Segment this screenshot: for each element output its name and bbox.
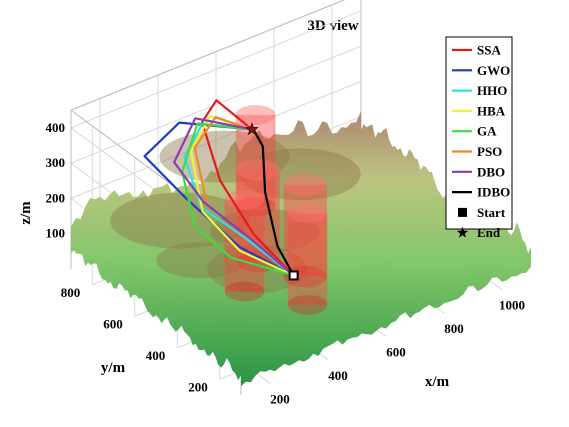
legend-label-end: End bbox=[477, 225, 501, 240]
y-tick-label: 600 bbox=[103, 316, 123, 331]
tick-labels: 200 400 600 800 1000 200 400 600 800 100 200 300 400 bbox=[46, 120, 526, 406]
obstacle-cylinder bbox=[287, 213, 328, 305]
z-axis-label: z/m bbox=[18, 201, 34, 225]
z-tick-label: 300 bbox=[46, 155, 66, 170]
legend-label-hho: HHO bbox=[477, 83, 507, 98]
obstacle-base bbox=[235, 196, 276, 217]
chart-title: 3D view bbox=[307, 18, 358, 34]
legend-label-ssa: SSA bbox=[477, 43, 501, 58]
x-tick-label: 200 bbox=[270, 391, 290, 406]
y-axis-label: y/m bbox=[101, 360, 126, 376]
obstacle-base bbox=[224, 281, 265, 302]
y-tick-label: 200 bbox=[188, 379, 208, 394]
x-tick-label: 400 bbox=[328, 368, 348, 383]
x-tick-label: 600 bbox=[386, 345, 406, 360]
legend-items: SSA GWO HHO HBA GA PSO DBO IDBO Start End bbox=[452, 43, 510, 240]
terrain-hill bbox=[110, 192, 251, 249]
x-tick-label: 1000 bbox=[499, 298, 525, 313]
legend: SSA GWO HHO HBA GA PSO DBO IDBO Start End bbox=[445, 36, 513, 240]
obstacle-top bbox=[224, 189, 265, 210]
legend-label-hba: HBA bbox=[477, 103, 506, 118]
obstacle-top bbox=[235, 104, 276, 125]
legend-label-gwo: GWO bbox=[477, 63, 510, 78]
obstacle-base bbox=[287, 295, 328, 315]
z-tick-label: 400 bbox=[46, 120, 66, 135]
path-dbo bbox=[173, 117, 295, 277]
obstacle-top bbox=[287, 203, 328, 224]
terrain-hill bbox=[210, 209, 321, 254]
legend-label-dbo: DBO bbox=[477, 164, 505, 179]
path-ssa bbox=[201, 99, 295, 277]
x-tick-label: 800 bbox=[444, 321, 464, 336]
obstacle-cylinders bbox=[224, 104, 328, 315]
obstacle-top bbox=[236, 159, 280, 181]
obstacle-cylinder bbox=[283, 184, 327, 277]
z-tick-label: 200 bbox=[46, 190, 66, 205]
path-ga bbox=[181, 122, 294, 277]
box-edge bbox=[70, 0, 346, 111]
legend-label-idbo: IDBO bbox=[477, 185, 510, 200]
legend-swatch-start bbox=[458, 207, 467, 217]
terrain-hill bbox=[240, 148, 361, 201]
y-tick-label: 400 bbox=[146, 348, 166, 363]
z-tick-label: 100 bbox=[46, 226, 66, 241]
end-marker bbox=[245, 122, 259, 136]
legend-swatch-end bbox=[456, 226, 469, 238]
obstacle-cylinder bbox=[235, 114, 276, 207]
path-gwo bbox=[143, 121, 295, 277]
start-marker bbox=[288, 270, 299, 281]
legend-label-pso: PSO bbox=[477, 144, 502, 159]
start-end-markers bbox=[245, 122, 299, 281]
legend-box bbox=[445, 36, 513, 230]
y-tick-label: 800 bbox=[61, 285, 81, 300]
legend-label-ga: GA bbox=[477, 124, 497, 139]
obstacle-top bbox=[283, 174, 327, 196]
x-axis-label: x/m bbox=[425, 374, 450, 390]
legend-label-start: Start bbox=[477, 205, 506, 220]
terrain-surface bbox=[71, 111, 531, 386]
